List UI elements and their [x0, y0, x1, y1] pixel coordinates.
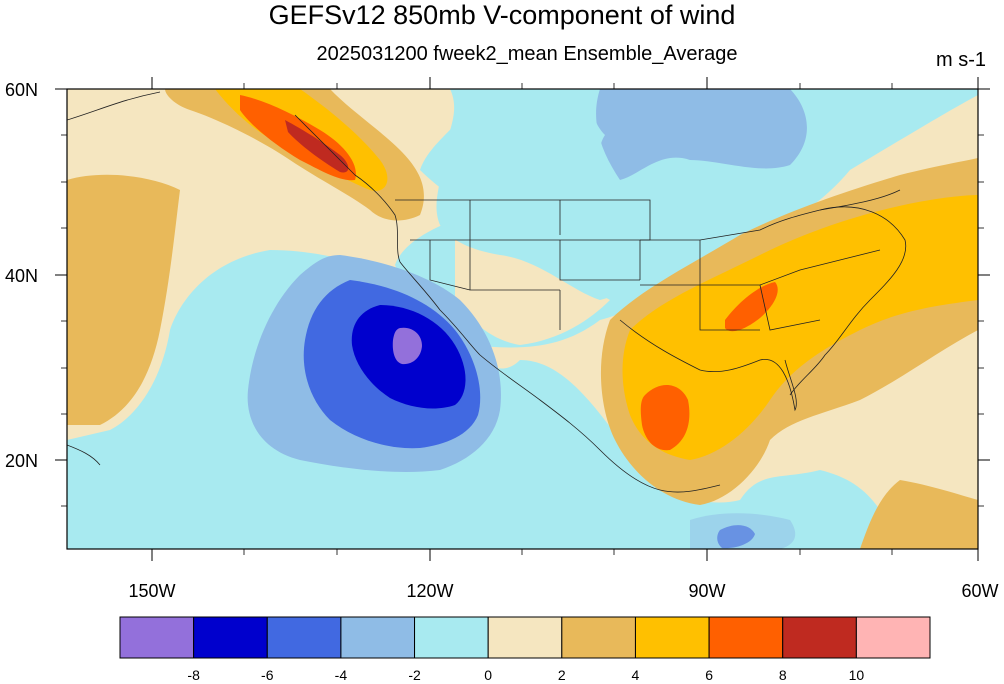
- axis-ticks: [55, 77, 990, 561]
- colorbar-label: 0: [484, 667, 492, 683]
- colorbar-swatch: [561, 616, 636, 659]
- contour-field: [67, 89, 978, 549]
- contour-red-bc: [285, 120, 349, 173]
- colorbar-label: -4: [335, 667, 348, 683]
- colorbar-swatch: [782, 616, 857, 659]
- colorbar-label: 2: [558, 667, 566, 683]
- colorbar-swatch: [634, 616, 710, 659]
- contour-lightblue-canada: [593, 89, 807, 180]
- contour-gold-westpac: [67, 174, 180, 425]
- colorbar-swatch: [119, 616, 195, 659]
- colorbar-label: 6: [705, 667, 713, 683]
- colorbar: -8 -6 -4 -2 0 2 4 6 8 10: [119, 616, 931, 683]
- lon-label-120w: 120W: [406, 581, 453, 601]
- colorbar-label: -6: [261, 667, 274, 683]
- colorbar-swatch: [266, 616, 342, 659]
- colorbar-label: -8: [187, 667, 200, 683]
- contour-yellow-east: [622, 195, 978, 460]
- lat-label-20n: 20N: [5, 451, 38, 471]
- contour-carib-2: [690, 513, 796, 549]
- colorbar-label: 10: [849, 667, 865, 683]
- lon-label-150w: 150W: [128, 581, 175, 601]
- colorbar-label: -2: [408, 667, 421, 683]
- lon-label-90w: 90W: [688, 581, 725, 601]
- lat-label-60n: 60N: [5, 80, 38, 100]
- contour-gold-se: [860, 480, 978, 549]
- map-subtitle: 2025031200 fweek2_mean Ensemble_Average: [316, 43, 738, 65]
- contour-orange-gulf: [640, 384, 690, 451]
- contour-neg-8: [392, 327, 422, 365]
- colorbar-swatch: [708, 616, 784, 659]
- colorbar-label: 4: [632, 667, 640, 683]
- lon-label-60w: 60W: [961, 581, 998, 601]
- lat-label-40n: 40N: [5, 266, 38, 286]
- contour-orange-tn: [725, 282, 778, 332]
- contour-cyan-midwest: [436, 89, 700, 300]
- colorbar-label: 8: [779, 667, 787, 683]
- colorbar-swatch: [340, 616, 416, 659]
- map-frame: [66, 88, 979, 550]
- coastlines: [67, 91, 907, 493]
- units-label: m s-1: [936, 49, 986, 71]
- map-title: GEFSv12 850mb V-component of wind: [268, 0, 736, 30]
- colorbar-swatch: [414, 616, 489, 659]
- colorbar-swatch: [487, 616, 563, 659]
- minor-ticks: [61, 83, 984, 555]
- colorbar-swatch: [855, 616, 931, 659]
- colorbar-swatch: [193, 616, 268, 659]
